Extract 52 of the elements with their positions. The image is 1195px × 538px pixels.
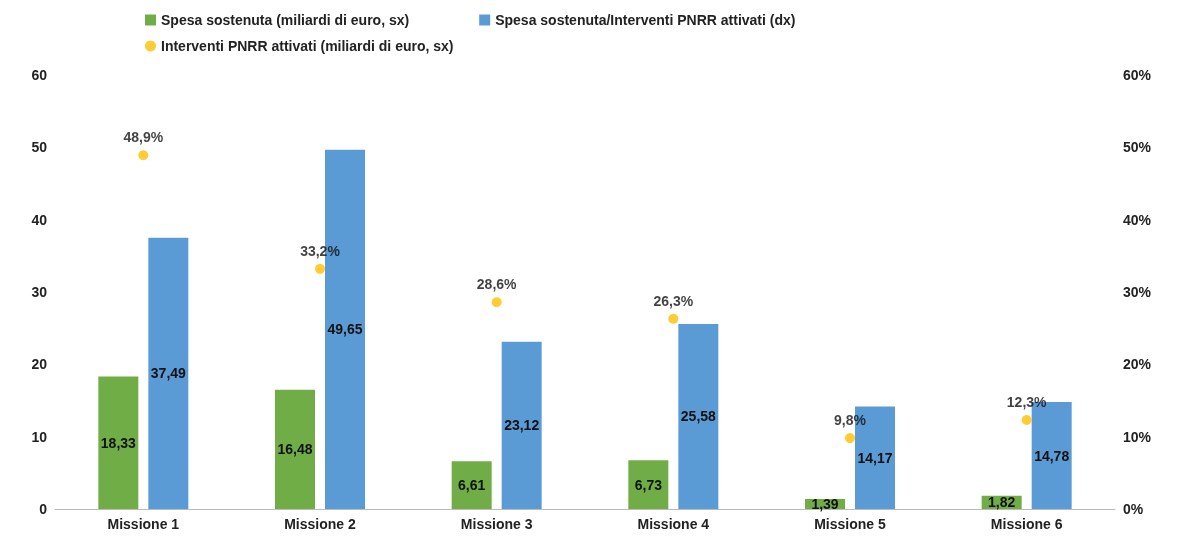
point xyxy=(1021,415,1032,426)
x-tick-label: Missione 1 xyxy=(107,516,180,532)
y-tick-label: 60 xyxy=(31,67,48,83)
data-label: 12,3% xyxy=(1006,394,1048,411)
x-tick-label: Missione 6 xyxy=(990,516,1063,532)
y2-tick-label: 30% xyxy=(1123,284,1152,300)
legend-label: Interventi PNRR attivati (miliardi di euro, sx) xyxy=(161,38,454,54)
x-tick-label: Missione 5 xyxy=(814,516,886,532)
y-tick-label: 30 xyxy=(31,284,48,300)
bar xyxy=(678,323,719,509)
y-tick-label: 20 xyxy=(31,356,48,373)
x-tick-label: Missione 3 xyxy=(460,516,533,532)
legend-label: Spesa sostenuta/Interventi PNRR attivati (dx) xyxy=(495,12,796,28)
y-tick-label: 0 xyxy=(39,501,48,517)
bar xyxy=(628,460,669,509)
data-label: 14,17 xyxy=(857,449,893,466)
data-label: 6,61 xyxy=(458,477,486,494)
y-tick-label: 10 xyxy=(31,428,48,445)
data-label: 37,49 xyxy=(150,365,187,382)
data-label: 16,48 xyxy=(277,441,313,458)
data-label: 14,78 xyxy=(1034,447,1070,464)
point xyxy=(138,150,149,161)
y-tick-label: 50 xyxy=(31,139,48,156)
data-label: 25,58 xyxy=(680,408,717,425)
data-label: 49,65 xyxy=(327,321,363,338)
x-tick-label: Missione 2 xyxy=(284,516,356,532)
y2-tick-label: 40% xyxy=(1123,211,1152,228)
y-tick-label: 40 xyxy=(31,211,48,228)
bar xyxy=(148,237,189,509)
data-label: 48,9% xyxy=(123,129,164,146)
legend-label: Spesa sostenuta (miliardi di euro, sx) xyxy=(161,12,410,28)
point xyxy=(491,297,502,308)
point xyxy=(315,263,325,274)
bar xyxy=(275,389,315,509)
data-label: 1,39 xyxy=(811,495,839,512)
bar xyxy=(451,461,492,509)
y2-tick-label: 0% xyxy=(1123,501,1144,517)
data-label: 26,3% xyxy=(653,292,694,309)
y2-tick-label: 50% xyxy=(1123,139,1152,156)
bar xyxy=(98,376,139,509)
data-label: 1,82 xyxy=(988,494,1016,511)
data-label: 18,33 xyxy=(100,434,137,451)
data-label: 28,6% xyxy=(476,276,518,293)
data-label: 23,12 xyxy=(504,417,540,434)
point xyxy=(668,313,679,324)
data-label: 6,73 xyxy=(634,476,663,493)
y2-tick-label: 60% xyxy=(1123,67,1152,83)
x-tick-label: Missione 4 xyxy=(637,516,710,532)
bar xyxy=(501,341,542,509)
y2-tick-label: 20% xyxy=(1123,356,1152,373)
point xyxy=(845,433,855,444)
y2-tick-label: 10% xyxy=(1123,428,1152,445)
